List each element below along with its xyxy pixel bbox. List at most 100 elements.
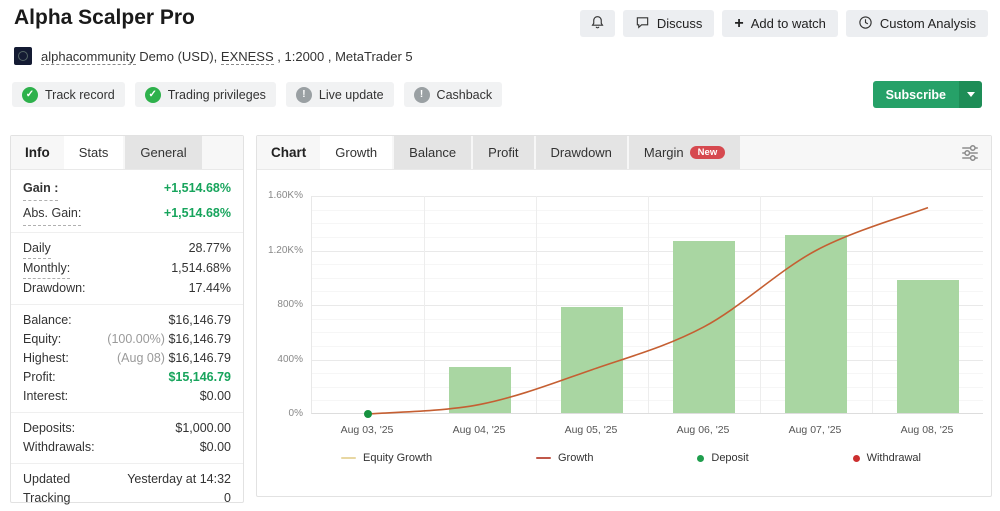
stat-label[interactable]: Abs. Gain: (23, 201, 82, 226)
legend-label: Equity Growth (363, 452, 433, 464)
header-actions: Discuss + Add to watch Custom Analysis (579, 10, 988, 37)
stat-row-tracking: Tracking 0 (11, 489, 243, 508)
badge-cashback[interactable]: ! Cashback (403, 82, 503, 107)
gridline (312, 236, 983, 238)
exclamation-icon: ! (295, 86, 312, 103)
stat-group: Deposits: $1,000.00 Withdrawals: $0.00 (11, 412, 243, 463)
tab-drawdown[interactable]: Drawdown (535, 136, 627, 169)
stat-label: Withdrawals: (23, 440, 95, 454)
legend-item-growth[interactable]: Growth (536, 452, 593, 464)
gridline (312, 264, 983, 266)
tab-balance[interactable]: Balance (394, 136, 472, 169)
notifications-button[interactable] (579, 10, 615, 37)
gridline-vertical (648, 196, 649, 413)
stat-row-daily: Daily 28.77% (11, 239, 243, 259)
stat-row-equity: Equity: (100.00%) $16,146.79 (11, 330, 243, 349)
stat-label[interactable]: Gain : (23, 176, 59, 201)
tab-chart[interactable]: Chart (271, 145, 307, 160)
stat-row-deposits: Deposits: $1,000.00 (11, 419, 243, 438)
stat-group: Updated Yesterday at 14:32 Tracking 0 (11, 463, 243, 511)
chart-legend: Equity Growth Growth Deposit Withdrawal (341, 452, 921, 464)
growth-bar-aug-04-25 (449, 367, 511, 413)
stat-row-monthly: Monthly: 1,514.68% (11, 259, 243, 279)
avatar (14, 47, 32, 65)
deposit-marker (364, 410, 372, 418)
subscribe-button[interactable]: Subscribe (872, 81, 982, 108)
account-details-2: , 1:2000 , MetaTrader 5 (273, 48, 413, 64)
stat-label: Interest: (23, 389, 69, 403)
stat-value: $16,146.79 (168, 313, 231, 327)
chevron-down-icon (966, 92, 975, 97)
check-icon: ✓ (22, 86, 38, 103)
broker-link[interactable]: EXNESS (220, 48, 274, 65)
x-axis-label: Aug 07, '25 (788, 424, 842, 436)
gridline (312, 318, 983, 320)
y-axis-label: 400% (277, 353, 303, 365)
badge-trading-privileges[interactable]: ✓ Trading privileges (134, 82, 276, 107)
y-axis-label: 800% (277, 299, 303, 310)
stat-value: $15,146.79 (168, 370, 231, 384)
tab-margin[interactable]: Margin New (628, 136, 741, 169)
chart-settings-icon[interactable] (957, 141, 983, 165)
tab-label: Stats (78, 145, 109, 160)
y-axis-label: 0% (288, 408, 303, 419)
gridline (312, 332, 983, 334)
exclamation-icon: ! (413, 86, 430, 103)
info-tabs: Stats General (63, 136, 202, 169)
stat-value: Yesterday at 14:32 (127, 472, 231, 486)
gridline-vertical (760, 196, 761, 413)
tab-general[interactable]: General (125, 136, 202, 169)
growth-bar-aug-05-25 (561, 307, 623, 413)
stat-value: $0.00 (199, 389, 231, 403)
legend-item-deposit[interactable]: Deposit (697, 452, 749, 464)
stat-label[interactable]: Monthly: (23, 259, 71, 279)
subscribe-dropdown[interactable] (959, 81, 982, 108)
x-axis-label: Aug 05, '25 (564, 424, 618, 436)
tab-label: Profit (488, 145, 519, 160)
tab-info[interactable]: Info (25, 145, 50, 160)
growth-bar-aug-07-25 (785, 235, 847, 413)
x-axis-label: Aug 03, '25 (340, 424, 394, 436)
stat-row-balance: Balance: $16,146.79 (11, 311, 243, 330)
stat-value: 28.77% (188, 241, 231, 255)
stat-label[interactable]: Daily (23, 239, 51, 259)
gridline (312, 223, 983, 225)
custom-analysis-button[interactable]: Custom Analysis (845, 10, 988, 37)
legend-item-equity-growth[interactable]: Equity Growth (341, 452, 432, 464)
stat-value: 17.44% (188, 281, 231, 295)
tab-profit[interactable]: Profit (473, 136, 534, 169)
chart-tabs: Growth Balance Profit Drawdown Margin New (320, 136, 741, 169)
add-to-watch-button[interactable]: + Add to watch (722, 10, 838, 37)
gridline (312, 196, 983, 197)
stat-row-interest: Interest: $0.00 (11, 387, 243, 406)
badge-live-update[interactable]: ! Live update (285, 82, 394, 107)
stat-label: Balance: (23, 313, 72, 327)
tab-stats[interactable]: Stats (63, 136, 124, 169)
account-owner-link[interactable]: alphacommunity (41, 48, 136, 65)
stat-value-prefix: (100.00%) (107, 332, 169, 346)
tab-label: Margin (643, 145, 684, 160)
stat-group: Gain : +1,514.68% Abs. Gain: +1,514.68% (11, 170, 243, 232)
badge-track-record[interactable]: ✓ Track record (12, 82, 125, 107)
discuss-button[interactable]: Discuss (622, 10, 715, 37)
chat-icon (635, 15, 650, 33)
button-label: Add to watch (750, 16, 826, 31)
stat-value-prefix: (Aug 08) (117, 351, 169, 365)
info-tabs-strip: Info Stats General (11, 136, 243, 170)
tab-label: General (140, 145, 187, 160)
x-axis-label: Aug 06, '25 (676, 424, 730, 436)
account-info: alphacommunity Demo (USD), EXNESS , 1:20… (14, 47, 413, 65)
legend-label: Deposit (711, 452, 749, 464)
legend-line-icon (341, 457, 356, 459)
gridline (312, 291, 983, 293)
y-axis-label: 1.20K% (267, 244, 303, 256)
gridline (312, 386, 983, 388)
legend-item-withdrawal[interactable]: Withdrawal (852, 452, 921, 464)
gridline-vertical (872, 196, 873, 413)
tab-growth[interactable]: Growth (320, 136, 393, 169)
stat-row-drawdown: Drawdown: 17.44% (11, 279, 243, 298)
gridline-vertical (424, 196, 425, 413)
badge-label: Track record (45, 87, 115, 102)
legend-label: Withdrawal (866, 452, 921, 464)
gridline-vertical (536, 196, 537, 413)
